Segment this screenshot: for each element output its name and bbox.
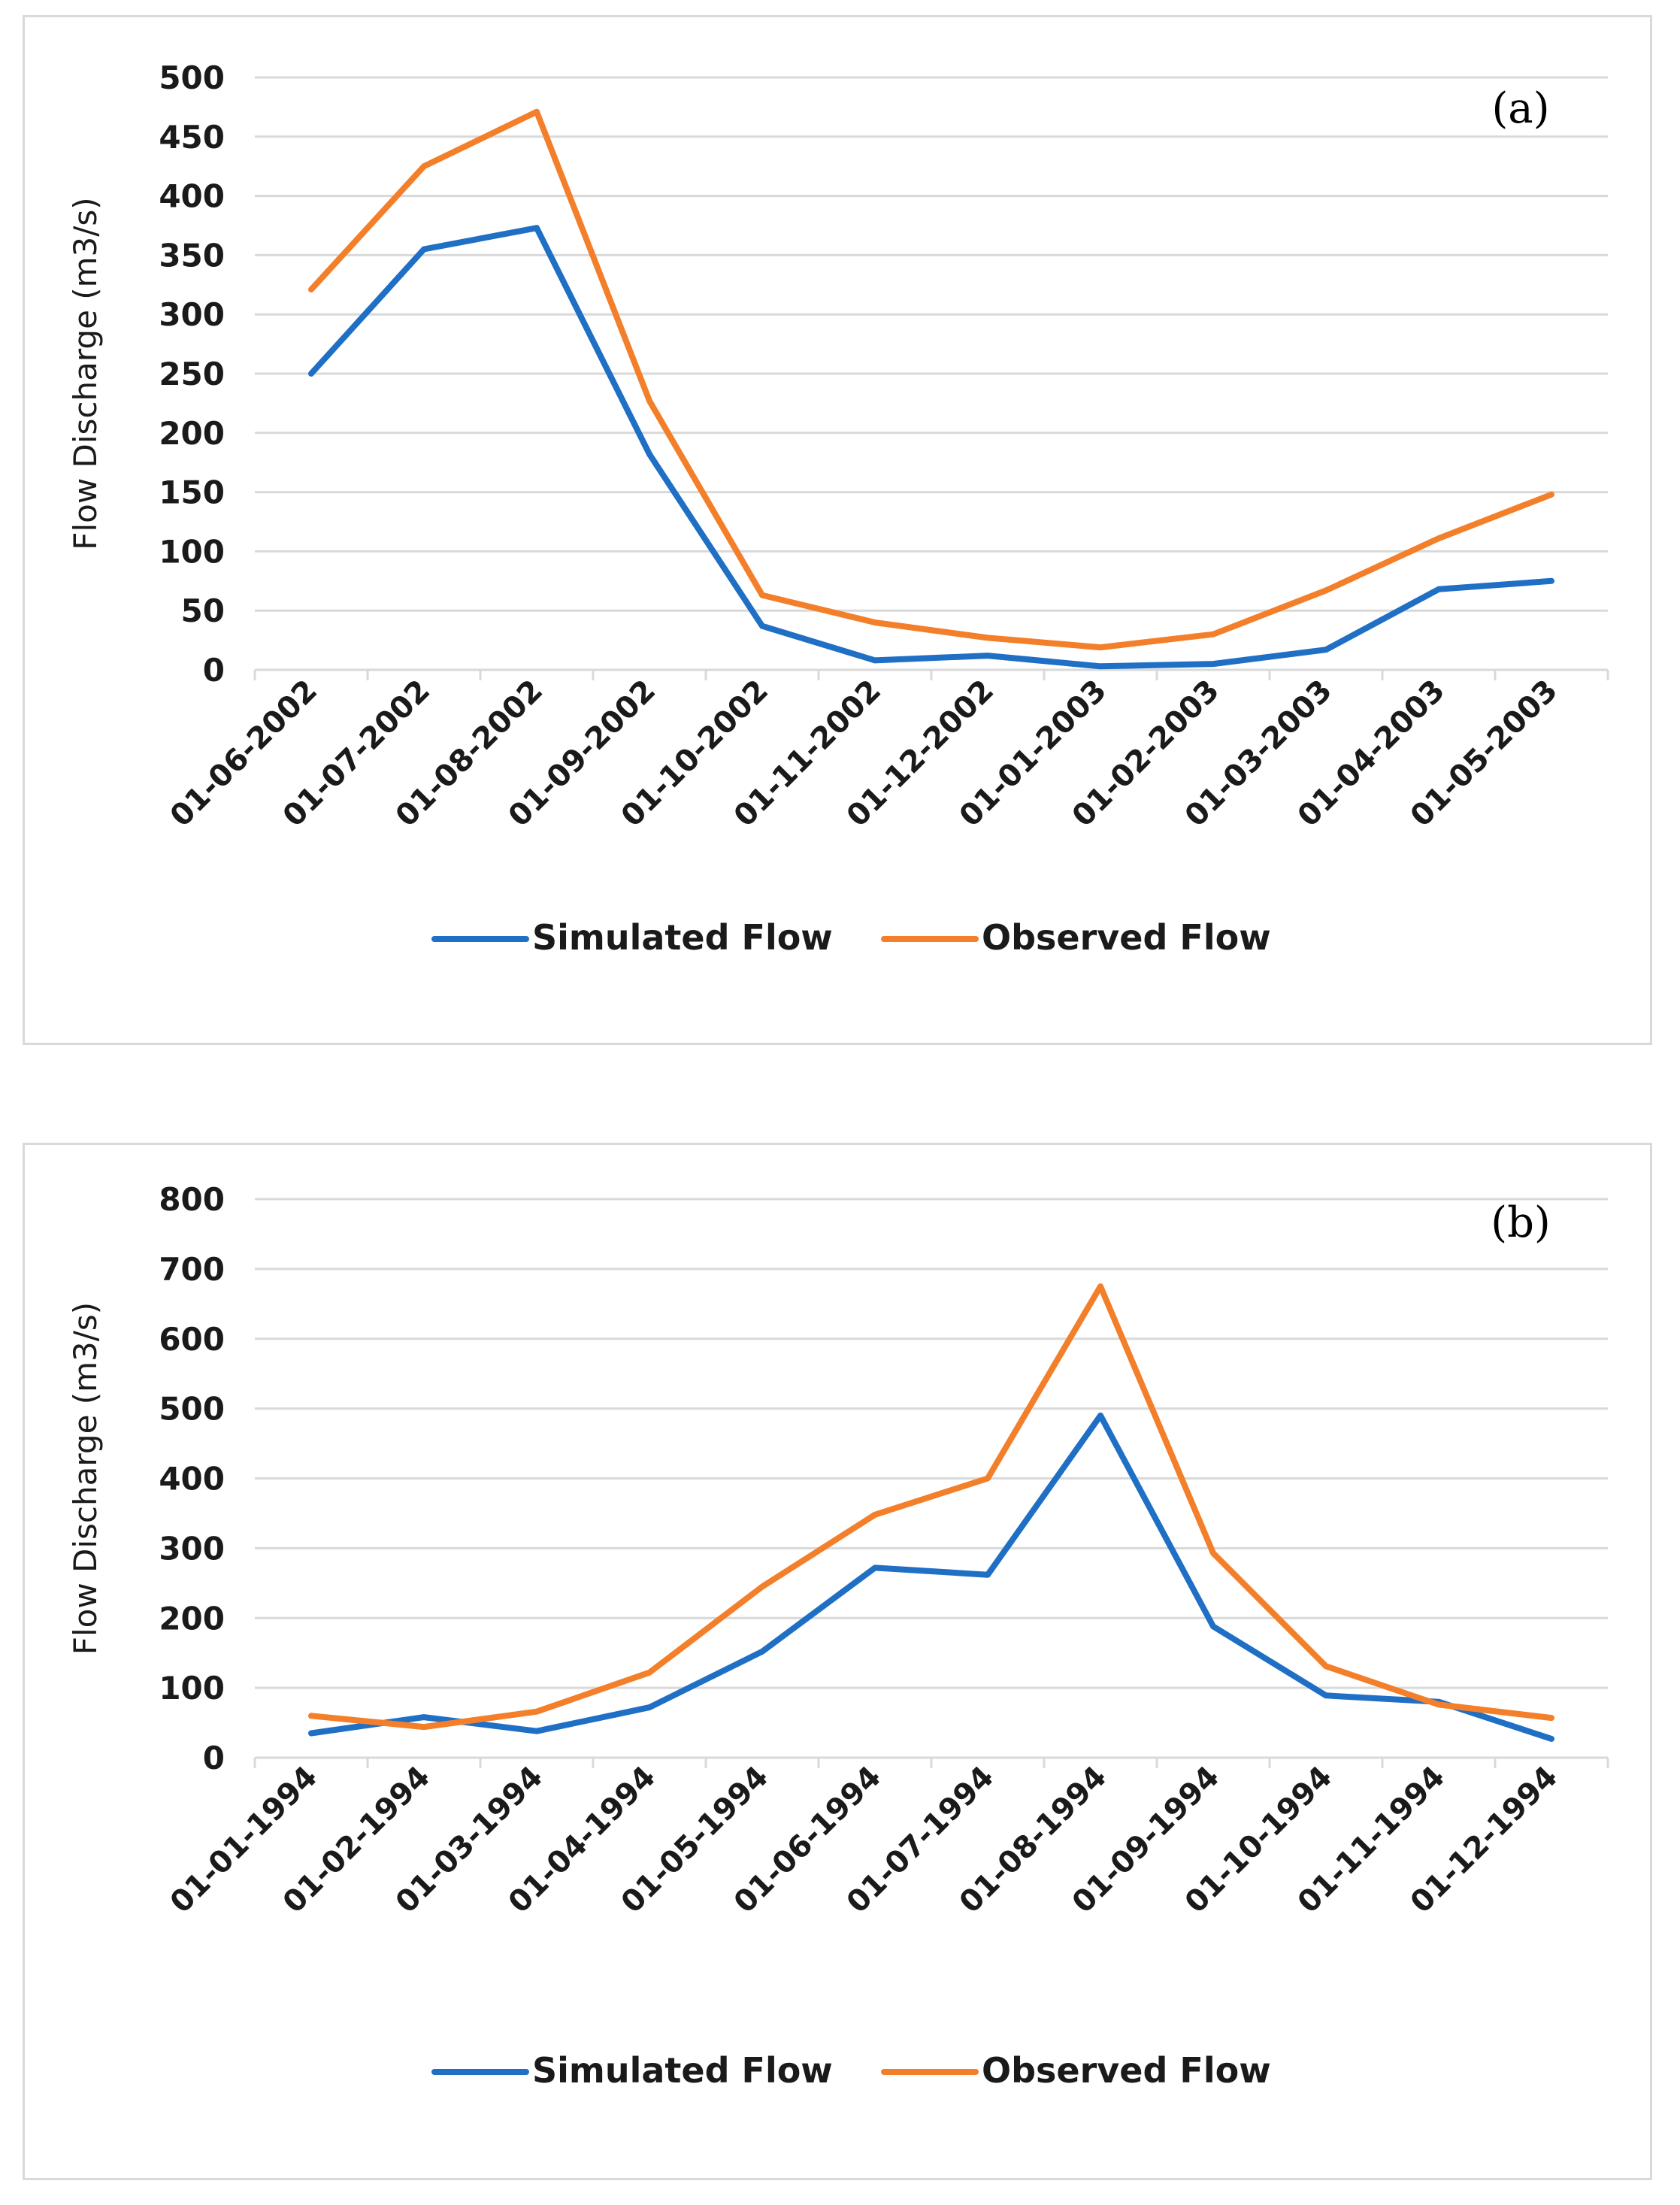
y-tick-label: 300: [159, 1530, 225, 1567]
panel-label: (b): [1491, 1198, 1551, 1247]
legend-simulated-label: Simulated Flow: [532, 917, 833, 958]
observed-flow-line: [308, 108, 1554, 651]
legend-observed-label: Observed Flow: [982, 2050, 1271, 2091]
y-tick-label: 50: [181, 592, 225, 629]
chart-b-svg: 010020030040050060070080001-01-199401-02…: [67, 1181, 1609, 2091]
y-tick-label: 600: [159, 1321, 225, 1358]
y-tick-label: 100: [159, 1670, 225, 1707]
y-tick-label: 150: [159, 474, 225, 511]
y-tick-label: 100: [159, 533, 225, 570]
y-tick-label: 400: [159, 1461, 225, 1498]
observed-flow-line: [308, 1283, 1554, 1731]
y-tick-label: 200: [159, 1600, 225, 1637]
chart-panel-b: 0 100 200 300 400 500 600 700 800 01-01-1994 01-02…: [23, 1143, 1652, 2180]
y-tick-label: 450: [159, 119, 225, 156]
chart-panel-a: 0 50 100 150 200 250 300 350 400 450 500 01-06-2002…: [23, 15, 1652, 1045]
chart-a-svg: 05010015020025030035040045050001-06-2002…: [67, 59, 1609, 958]
legend-simulated-label: Simulated Flow: [532, 2050, 833, 2091]
panel-label: (a): [1491, 84, 1549, 133]
y-tick-label: 500: [159, 1391, 225, 1428]
y-tick-label: 400: [159, 178, 225, 215]
y-tick-label: 700: [159, 1251, 225, 1288]
y-tick-label: 0: [203, 1740, 225, 1776]
y-tick-label: 350: [159, 237, 225, 274]
y-tick-label: 500: [159, 59, 225, 96]
simulated-flow-line: [308, 1412, 1554, 1742]
legend-observed-label: Observed Flow: [982, 917, 1271, 958]
y-tick-label: 200: [159, 415, 225, 452]
y-axis-title: Flow Discharge (m3/s): [67, 197, 104, 550]
y-tick-label: 800: [159, 1181, 225, 1218]
y-tick-label: 300: [159, 296, 225, 333]
y-tick-label: 250: [159, 356, 225, 392]
y-tick-label: 0: [203, 652, 225, 689]
y-axis-title: Flow Discharge (m3/s): [67, 1302, 104, 1655]
simulated-flow-line: [308, 225, 1554, 670]
